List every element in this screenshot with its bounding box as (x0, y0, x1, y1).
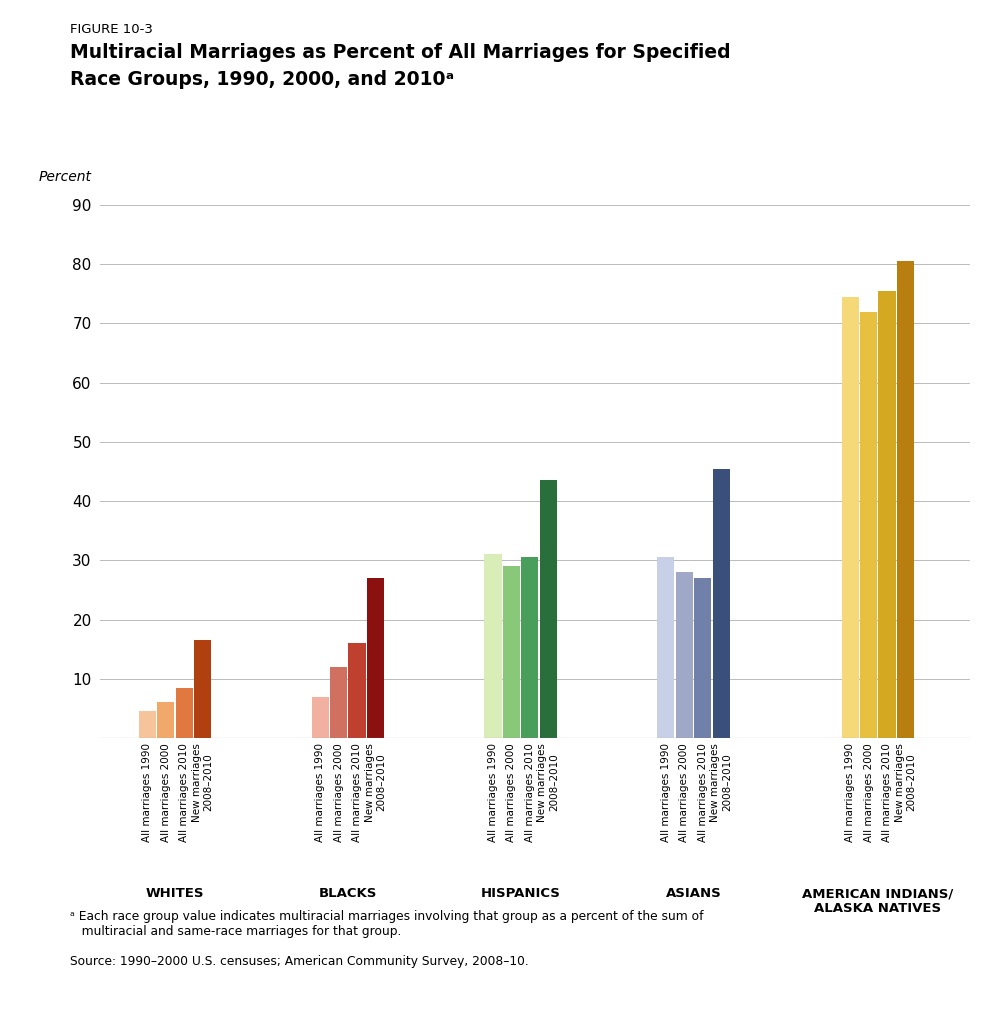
Bar (312, 697, 329, 738)
Bar (860, 312, 877, 738)
Bar (713, 468, 730, 738)
Text: Percent: Percent (39, 170, 92, 183)
Bar (348, 644, 366, 738)
Bar (157, 702, 174, 738)
Text: AMERICAN INDIANS/
ALASKA NATIVES: AMERICAN INDIANS/ ALASKA NATIVES (802, 888, 953, 915)
Bar (676, 572, 693, 738)
Bar (176, 688, 193, 738)
Text: WHITES: WHITES (146, 888, 204, 900)
Text: Race Groups, 1990, 2000, and 2010ᵃ: Race Groups, 1990, 2000, and 2010ᵃ (70, 70, 454, 89)
Text: FIGURE 10-3: FIGURE 10-3 (70, 23, 153, 36)
Bar (878, 291, 896, 738)
Text: ASIANS: ASIANS (666, 888, 721, 900)
Bar (484, 555, 502, 738)
Bar (521, 558, 538, 738)
Bar (897, 261, 914, 738)
Text: BLACKS: BLACKS (319, 888, 377, 900)
Bar (657, 558, 674, 738)
Bar (194, 641, 211, 738)
Bar (540, 481, 557, 738)
Text: Source: 1990–2000 U.S. censuses; American Community Survey, 2008–10.: Source: 1990–2000 U.S. censuses; America… (70, 955, 529, 969)
Text: HISPANICS: HISPANICS (481, 888, 561, 900)
Bar (694, 578, 711, 738)
Text: ᵃ Each race group value indicates multiracial marriages involving that group as : ᵃ Each race group value indicates multir… (70, 910, 704, 938)
Text: Multiracial Marriages as Percent of All Marriages for Specified: Multiracial Marriages as Percent of All … (70, 43, 731, 63)
Bar (503, 566, 520, 738)
Bar (330, 667, 347, 738)
Bar (139, 711, 156, 738)
Bar (367, 578, 384, 738)
Bar (842, 297, 859, 738)
